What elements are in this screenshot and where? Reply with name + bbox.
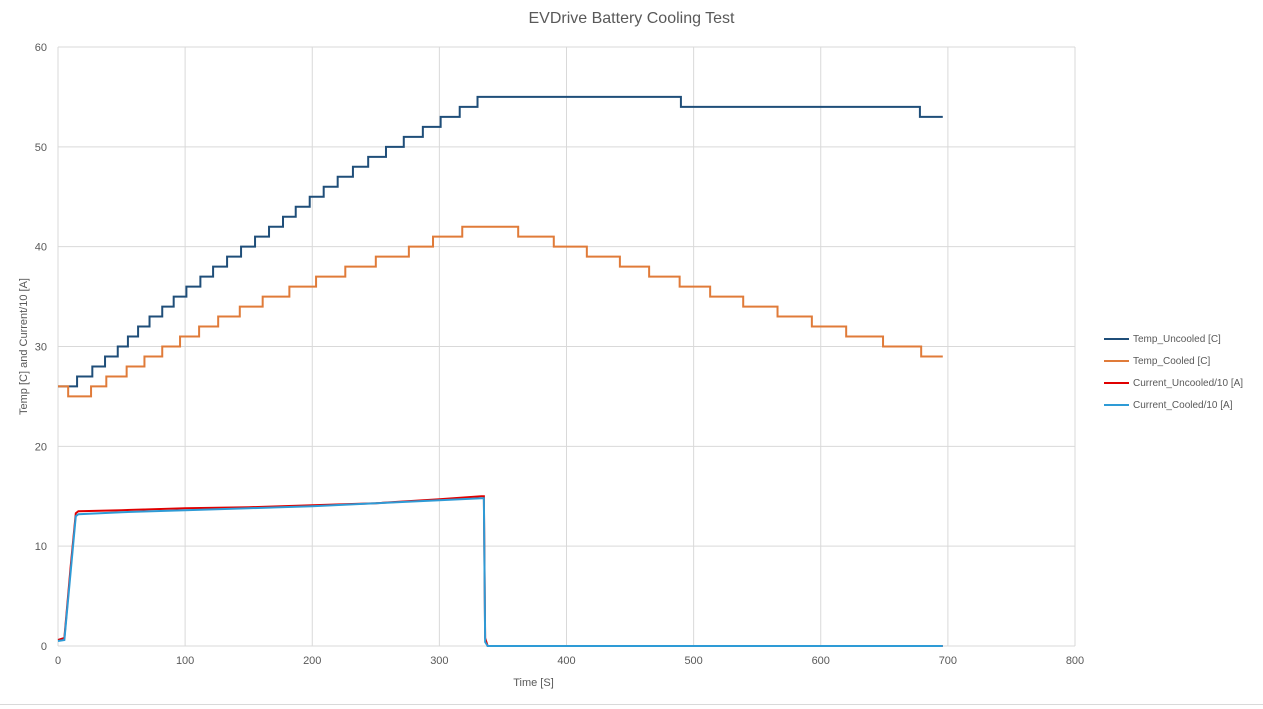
x-tick-label: 700 [939, 655, 957, 667]
chart-title: EVDrive Battery Cooling Test [528, 10, 735, 27]
legend-item: Temp_Cooled [C] [1104, 350, 1243, 372]
x-tick-label: 400 [557, 655, 575, 667]
x-tick-label: 0 [55, 655, 61, 667]
y-axis-label: Temp [C] and Current/10 [A] [18, 278, 30, 415]
y-tick-label: 10 [35, 541, 47, 553]
x-tick-label: 300 [430, 655, 448, 667]
legend-label: Temp_Cooled [C] [1133, 355, 1211, 367]
x-tick-label: 800 [1066, 655, 1084, 667]
x-tick-label: 600 [812, 655, 830, 667]
y-tick-label: 20 [35, 441, 47, 453]
legend-item: Current_Uncooled/10 [A] [1104, 372, 1243, 394]
y-tick-label: 0 [41, 641, 47, 653]
legend-swatch [1104, 382, 1129, 384]
x-axis-label: Time [S] [513, 677, 554, 689]
series-line-1 [58, 95, 943, 388]
legend-label: Current_Uncooled/10 [A] [1133, 377, 1244, 389]
series-line-2 [58, 225, 943, 398]
legend-swatch [1104, 360, 1129, 362]
legend-item: Temp_Uncooled [C] [1104, 328, 1243, 350]
series-line-3 [57, 495, 943, 647]
y-tick-label: 40 [35, 242, 47, 254]
x-tick-label: 200 [303, 655, 321, 667]
y-tick-label: 50 [35, 142, 47, 154]
y-tick-label: 60 [35, 42, 47, 54]
legend-label: Current_Cooled/10 [A] [1133, 399, 1233, 411]
legend-swatch [1104, 338, 1129, 340]
y-tick-label: 30 [35, 342, 47, 354]
legend-swatch [1104, 404, 1129, 406]
x-tick-label: 100 [176, 655, 194, 667]
legend-label: Temp_Uncooled [C] [1133, 333, 1221, 345]
x-tick-label: 500 [684, 655, 702, 667]
series-line-4 [57, 497, 943, 647]
legend-item: Current_Cooled/10 [A] [1104, 394, 1243, 416]
bottom-divider [0, 704, 1263, 705]
legend: Temp_Uncooled [C] Temp_Cooled [C] Current_… [1104, 328, 1243, 416]
